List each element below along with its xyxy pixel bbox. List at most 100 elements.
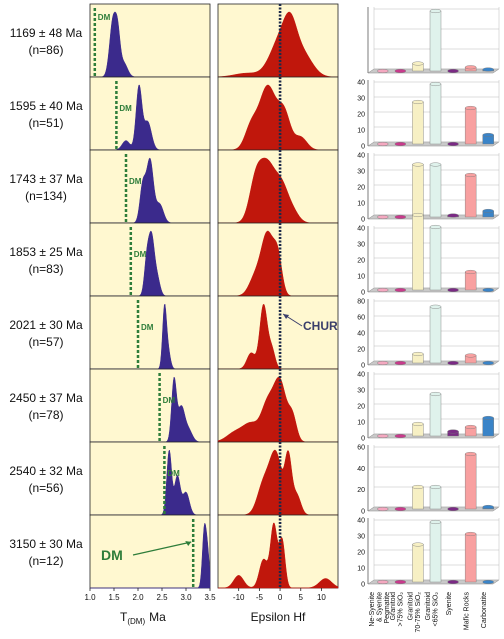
- bar-top: [447, 507, 459, 512]
- dm-label: DM: [163, 396, 176, 405]
- dm-label: DM: [141, 323, 154, 332]
- bar-top: [412, 542, 424, 547]
- bar-top: [412, 485, 424, 490]
- bar-ytick-label: 0: [361, 363, 365, 370]
- bar-ytick-label: 10: [357, 128, 365, 135]
- bar-top: [464, 172, 477, 177]
- bar-ytick-label: 30: [357, 388, 365, 395]
- bar-top: [429, 304, 442, 309]
- age-label: 1743 ± 37 Ma: [9, 172, 83, 186]
- bar-category-label: Mafic Rocks: [464, 592, 471, 631]
- bar-ytick-label: 20: [357, 347, 365, 354]
- bar-top: [447, 580, 459, 585]
- bar-ytick-label: 0: [361, 144, 365, 151]
- bar-top: [429, 520, 442, 525]
- bar-top: [394, 141, 407, 146]
- bar-ytick-label: 40: [357, 331, 365, 338]
- bar: [429, 306, 442, 364]
- bar-top: [412, 352, 424, 357]
- bar-ytick-label: 0: [361, 290, 365, 297]
- bar: [464, 453, 477, 510]
- bar-ytick-label: 30: [357, 169, 365, 176]
- bar-top: [394, 361, 407, 366]
- bar-category-line: Granitoid: [425, 592, 432, 621]
- bar-top: [377, 288, 389, 293]
- bar-ytick-label: 20: [357, 185, 365, 192]
- bar: [464, 533, 477, 583]
- bar-ytick-label: 20: [357, 404, 365, 411]
- bar-category-line: Ne-Syenite: [369, 592, 376, 627]
- bar-category-line: Pegmatite: [384, 592, 391, 624]
- hf-panel-bg: [217, 295, 339, 370]
- bar-top: [482, 208, 494, 213]
- bar-top: [447, 213, 459, 218]
- bar-top: [377, 580, 389, 585]
- hf-distribution: [217, 11, 339, 78]
- bar: [464, 271, 477, 291]
- bar-top: [447, 68, 459, 73]
- count-label: (n=51): [28, 116, 63, 130]
- bar-top: [482, 288, 494, 293]
- bar-ytick-label: 20: [357, 258, 365, 265]
- bar-ytick-label: 40: [357, 226, 365, 233]
- bar-ytick-label: 10: [357, 274, 365, 281]
- bar-top: [394, 214, 407, 219]
- bar-top: [482, 361, 494, 366]
- age-label: 2540 ± 32 Ma: [9, 464, 83, 478]
- bar-top: [447, 141, 459, 146]
- bar-top: [482, 416, 494, 421]
- dm-label: DM: [134, 250, 147, 259]
- bar-top: [377, 361, 389, 366]
- bar-top: [429, 81, 442, 86]
- hf-axis-title: Epsilon Hf: [251, 610, 306, 624]
- bar-top: [394, 580, 407, 585]
- bar: [464, 174, 477, 218]
- count-label: (n=57): [28, 335, 63, 349]
- dm-label: DM: [101, 547, 123, 563]
- bar: [412, 486, 424, 510]
- bar-category-label: Syenite: [446, 592, 453, 615]
- bar-top: [482, 132, 494, 137]
- bar-top: [429, 224, 442, 229]
- tdm-tick-label: 3.5: [204, 593, 216, 602]
- bar-top: [412, 212, 424, 217]
- bar-ytick-label: 10: [357, 566, 365, 573]
- bar-top: [412, 99, 424, 104]
- tdm-distribution: [90, 522, 211, 589]
- dm-label: DM: [98, 13, 111, 22]
- age-label: 1595 ± 40 Ma: [9, 99, 83, 113]
- count-label: (n=78): [28, 408, 63, 422]
- bar-top: [447, 429, 459, 434]
- age-label: 2450 ± 37 Ma: [9, 391, 83, 405]
- hf-tick-label: -10: [233, 593, 245, 602]
- bar-ytick-label: 40: [357, 153, 365, 160]
- bar-ytick-label: 30: [357, 242, 365, 249]
- bar-category-label: Ne-Syenite & Syenite Pegmatite: [369, 592, 391, 627]
- bar: [412, 214, 424, 291]
- bar-ytick-label: 60: [357, 445, 365, 452]
- hf-tick-label: 0: [278, 593, 283, 602]
- bar: [429, 226, 442, 291]
- count-label: (n=134): [25, 189, 67, 203]
- count-label: (n=12): [28, 554, 63, 568]
- bar-ytick-label: 0: [361, 582, 365, 589]
- dm-label: DM: [167, 469, 180, 478]
- hf-tick-label: 5: [299, 593, 304, 602]
- bar-ytick-label: 60: [357, 315, 365, 322]
- bar-top: [464, 65, 477, 70]
- bar: [482, 417, 494, 437]
- tdm-panel-bg: [89, 295, 211, 370]
- bar-ytick-label: 10: [357, 201, 365, 208]
- bar-top: [377, 68, 389, 73]
- bar-top: [482, 505, 494, 510]
- bar-top: [377, 507, 389, 512]
- bar-ytick-label: 30: [357, 96, 365, 103]
- bar-top: [447, 288, 459, 293]
- tdm-panel-bg: [89, 368, 211, 443]
- count-label: (n=83): [28, 262, 63, 276]
- bar: [429, 164, 442, 218]
- bar-top: [377, 141, 389, 146]
- bar: [429, 83, 442, 145]
- bar-ytick-label: 40: [357, 466, 365, 473]
- bar-ytick-label: 20: [357, 550, 365, 557]
